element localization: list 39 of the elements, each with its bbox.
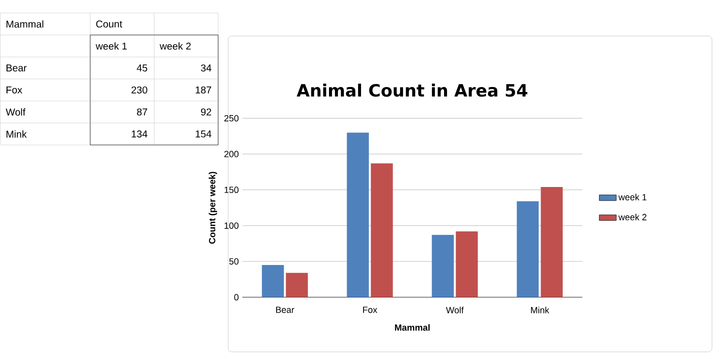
data-label: 230 xyxy=(132,86,148,94)
text: Count xyxy=(96,20,122,28)
bar xyxy=(262,265,284,298)
x-axis-title: Mammal xyxy=(395,324,430,331)
data-label: 34 xyxy=(200,64,212,72)
y-tick-label: 100 xyxy=(224,222,239,229)
x-tick-label: Mink xyxy=(531,306,550,314)
category-label: Wolf xyxy=(6,108,26,116)
x-tick-label: Fox xyxy=(363,306,378,314)
data-label: 134 xyxy=(132,130,148,138)
text: Mammal xyxy=(6,20,44,28)
y-tick-label: 50 xyxy=(229,258,239,265)
data-label: 92 xyxy=(201,108,212,116)
x-tick-label: Bear xyxy=(276,306,294,314)
text: week 2 xyxy=(160,42,191,50)
data-label: 87 xyxy=(137,108,148,116)
y-tick-label: 0 xyxy=(234,294,239,300)
x-tick-label: Wolf xyxy=(446,306,464,314)
category-label: Bear xyxy=(6,64,27,72)
text: week 1 xyxy=(96,42,127,50)
y-tick-label: 150 xyxy=(224,186,239,194)
bar xyxy=(370,163,393,298)
y-axis-title: Count (per week) xyxy=(208,172,218,244)
y-tick-label: 200 xyxy=(224,150,239,158)
bar xyxy=(456,231,478,298)
bar xyxy=(540,187,563,298)
bar xyxy=(432,234,454,298)
data-label: 45 xyxy=(136,64,148,72)
bar xyxy=(346,132,369,298)
legend-label: week 1 xyxy=(618,194,646,200)
legend-label: week 2 xyxy=(618,214,646,220)
chart-title: Animal Count in Area 54 xyxy=(296,84,528,97)
category-label: Mink xyxy=(6,130,27,138)
bar xyxy=(516,201,539,298)
data-label: 187 xyxy=(196,86,212,94)
category-label: Fox xyxy=(6,86,22,94)
data-label: 154 xyxy=(196,130,212,138)
y-tick-label: 250 xyxy=(224,115,239,122)
bar xyxy=(286,272,308,298)
